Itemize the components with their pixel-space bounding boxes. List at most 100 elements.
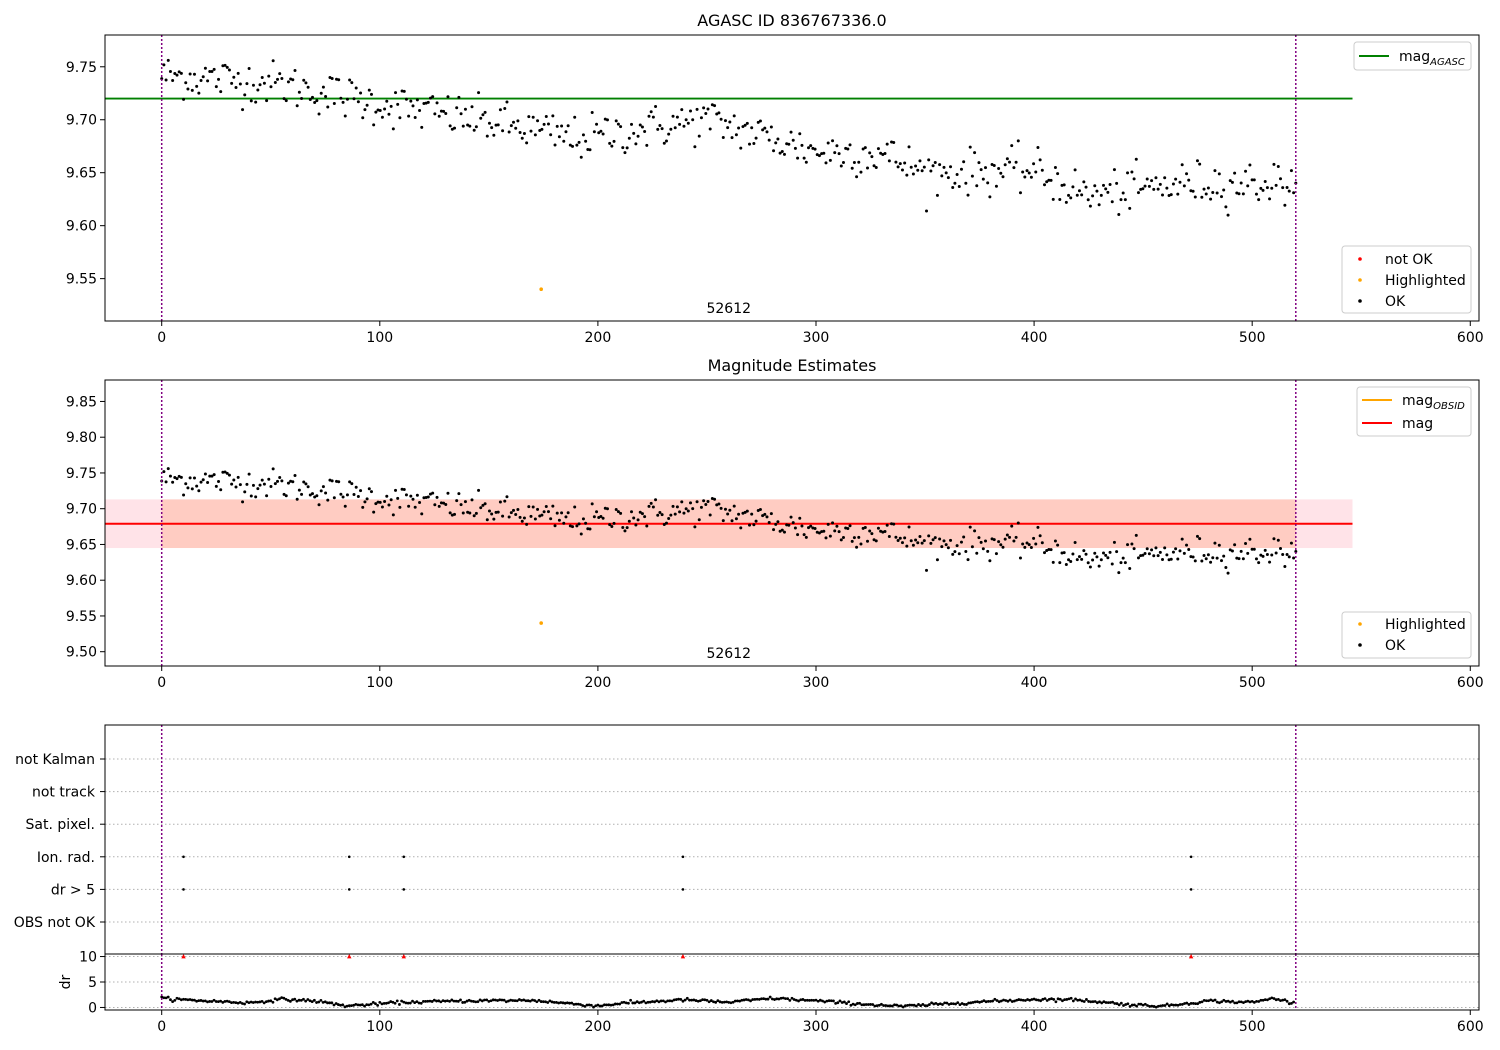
ok-point [372, 510, 376, 514]
dr-point [1246, 999, 1250, 1003]
flag-point [402, 888, 406, 891]
dr-point [853, 1003, 857, 1007]
ok-point [1171, 182, 1175, 186]
dr-point [182, 997, 185, 1001]
ok-point [1119, 198, 1123, 202]
ok-point [1027, 543, 1031, 547]
ok-point [1016, 139, 1020, 143]
dr-point [210, 1000, 214, 1003]
dr-point [672, 998, 676, 1002]
ok-point [470, 498, 474, 502]
ok-point [546, 122, 550, 126]
dr-point [461, 1001, 465, 1004]
ok-point [1161, 193, 1165, 197]
dr-point [733, 999, 737, 1003]
ok-point [599, 514, 603, 518]
ok-point [632, 131, 636, 135]
ok-point [876, 526, 880, 530]
dr-point [243, 1002, 246, 1006]
ok-point [1038, 534, 1042, 538]
ok-point [651, 115, 655, 119]
dr-point [917, 1003, 920, 1006]
ok-point [1158, 182, 1162, 186]
dr-point [565, 1001, 569, 1005]
dr-point [629, 998, 633, 1002]
dr-point [282, 996, 286, 1000]
ok-point [1211, 556, 1215, 560]
dr-point [1004, 999, 1008, 1002]
dr-point [1266, 998, 1269, 1002]
ok-point [490, 512, 494, 516]
ok-point [319, 489, 323, 493]
ok-point [1128, 206, 1132, 210]
dr-point [319, 998, 323, 1002]
ok-point [859, 170, 863, 174]
dr-point [1052, 998, 1056, 1001]
ok-point [761, 514, 765, 518]
ok-point [1029, 545, 1033, 549]
ok-point [525, 522, 529, 526]
dr-point [1178, 1003, 1182, 1006]
ok-point [1154, 176, 1158, 180]
ok-point [662, 523, 666, 527]
dr-point [238, 1001, 242, 1004]
dr-point [753, 997, 757, 1001]
dr-point [391, 1000, 395, 1004]
ok-point [409, 494, 413, 498]
dr-point [1276, 997, 1280, 1001]
ok-point [689, 109, 693, 113]
y-tick-label: 9.75 [66, 466, 97, 482]
dr-point [576, 1002, 580, 1006]
ok-point [616, 122, 620, 126]
ok-point [1064, 200, 1068, 204]
dr-point [517, 998, 521, 1001]
ok-point [654, 104, 658, 108]
ok-point [638, 123, 642, 127]
ok-point [616, 510, 620, 514]
ok-point [866, 539, 870, 543]
ok-point [498, 500, 502, 504]
ok-point [1265, 186, 1269, 190]
dr-point [784, 997, 787, 1000]
ok-point [361, 116, 365, 120]
dr-point [1032, 997, 1036, 1001]
y-tick-label: 9.85 [66, 394, 97, 410]
dr-point [849, 1003, 853, 1007]
dr-point [1250, 999, 1254, 1003]
dr-point [406, 1001, 410, 1005]
dr-point [897, 1004, 901, 1008]
dr-point [941, 1003, 944, 1006]
ok-point [490, 126, 494, 130]
dr-point [395, 999, 399, 1003]
ok-point [1141, 553, 1145, 557]
ok-point [1200, 559, 1204, 563]
ok-point [286, 481, 290, 485]
ok-point [925, 209, 929, 213]
ok-point [1198, 162, 1202, 166]
ok-point [1261, 554, 1265, 558]
ok-point [1274, 183, 1278, 187]
ok-point [859, 542, 863, 546]
dr-point [232, 1000, 236, 1004]
dr-point [812, 998, 816, 1002]
ok-point [798, 516, 802, 520]
ok-point [612, 139, 616, 143]
dr-point [465, 999, 469, 1003]
ok-point [249, 99, 253, 103]
ok-point [1237, 192, 1241, 196]
flag-point [1189, 855, 1193, 859]
ok-point [758, 119, 762, 123]
ok-point [1252, 547, 1256, 551]
ok-point [487, 121, 491, 125]
y-tick-label: 9.70 [66, 113, 97, 129]
dr-point [1082, 1000, 1086, 1003]
dr-point [760, 997, 763, 1001]
dr-point [583, 1004, 587, 1008]
dr-point [206, 1000, 209, 1004]
ok-point [669, 127, 673, 131]
dr-point [589, 1003, 593, 1007]
ok-point [514, 126, 518, 130]
dr-point [764, 997, 768, 1001]
dr-point [642, 999, 646, 1003]
ok-point [280, 77, 284, 81]
